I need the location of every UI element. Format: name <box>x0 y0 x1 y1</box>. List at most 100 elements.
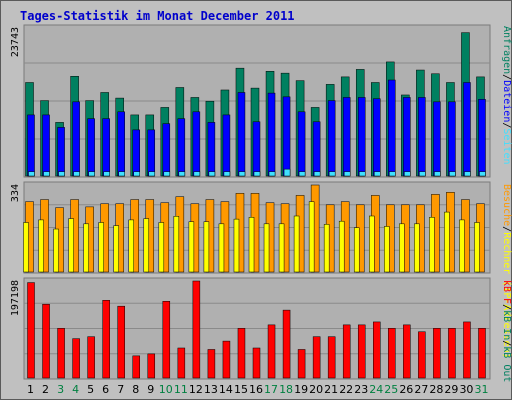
bar-dateien <box>57 127 65 177</box>
bar-kb-f <box>433 328 441 379</box>
bar-seiten <box>163 171 171 177</box>
bar-seiten <box>73 171 80 177</box>
bar-seiten <box>133 171 140 177</box>
bar-seiten <box>103 171 110 177</box>
bar-seiten <box>343 171 351 177</box>
bar-kb-f <box>102 300 110 379</box>
bar-seiten <box>434 171 441 177</box>
bar-seiten <box>43 171 50 177</box>
bar-rechner <box>53 228 59 273</box>
bar-rechner <box>338 220 345 273</box>
bar-seiten <box>479 171 486 177</box>
bar-rechner <box>444 211 450 273</box>
x-tick-label: 28 <box>429 383 443 396</box>
bar-dateien <box>342 97 351 177</box>
bar-rechner <box>38 219 44 273</box>
x-tick-label: 29 <box>444 383 458 396</box>
bar-seiten <box>298 171 306 177</box>
bar-seiten <box>389 171 396 177</box>
x-tick-label: 21 <box>324 383 338 396</box>
x-tick-label: 18 <box>279 383 293 396</box>
bar-dateien <box>252 121 261 177</box>
x-tick-label: 24 <box>369 383 383 396</box>
bar-seiten <box>313 171 321 177</box>
bar-seiten <box>404 171 411 177</box>
bar-rechner <box>83 223 89 273</box>
bar-kb-f <box>388 328 396 379</box>
bar-seiten <box>268 171 276 177</box>
bar-kb-f <box>373 321 381 379</box>
legend-entry: / <box>501 74 512 80</box>
x-tick-label: 14 <box>219 383 233 396</box>
bar-rechner <box>384 226 390 273</box>
bar-dateien <box>463 82 471 177</box>
panel-top-ymax-label: 23743 <box>10 27 21 57</box>
bar-rechner <box>113 225 119 273</box>
x-tick-label: 25 <box>384 383 398 396</box>
bar-dateien <box>312 121 321 177</box>
bar-rechner <box>353 227 360 273</box>
x-tick-label: 20 <box>309 383 323 396</box>
legend-entry: / <box>501 122 512 128</box>
bar-rechner <box>23 222 29 273</box>
bar-dateien <box>388 79 396 177</box>
bar-seiten <box>58 171 65 177</box>
bar-dateien <box>448 101 456 177</box>
bar-rechner <box>474 222 480 273</box>
bar-seiten <box>118 171 125 177</box>
bar-dateien <box>177 118 186 177</box>
bar-seiten <box>28 171 35 177</box>
bar-dateien <box>222 114 231 177</box>
bar-seiten <box>148 171 156 177</box>
legend-entry: kB Out <box>501 346 512 382</box>
legend-entry: Seiten <box>501 128 512 164</box>
legend-entry: / <box>501 226 512 232</box>
x-tick-label: 26 <box>399 383 413 396</box>
bar-kb-f <box>267 324 276 379</box>
bar-seiten <box>464 171 471 177</box>
bar-kb-f <box>162 301 171 379</box>
bar-rechner <box>143 218 150 273</box>
bar-rechner <box>98 222 104 273</box>
x-tick-label: 15 <box>234 383 248 396</box>
bar-dateien <box>87 118 95 177</box>
bar-rechner <box>158 222 165 273</box>
x-tick-label: 27 <box>414 383 428 396</box>
bar-kb-f <box>192 280 201 379</box>
bar-seiten <box>223 171 231 177</box>
bar-seiten <box>193 171 201 177</box>
bar-dateien <box>282 96 291 177</box>
x-tick-label: 31 <box>474 383 488 396</box>
panel-middle-ymax-label: 334 <box>10 184 21 202</box>
legend-entry: / <box>501 340 512 346</box>
bar-dateien <box>42 114 50 177</box>
bar-kb-f <box>147 353 156 379</box>
bar-kb-f <box>403 324 411 379</box>
bar-seiten <box>88 171 95 177</box>
panel-bottom-ymax-label: 197198 <box>10 280 21 316</box>
bar-kb-f <box>418 331 426 379</box>
bar-dateien <box>132 129 140 177</box>
x-axis-labels: 1 2 3 4 5 6 7 8 9 10 11 12 13 14 15 16 17 18 19 20 21 22 23 24 2… <box>27 383 488 396</box>
panel-bottom-legend: kB F/kB In/kB Out <box>501 280 512 382</box>
bar-kb-f <box>478 328 486 379</box>
bar-dateien <box>327 100 336 177</box>
x-tick-label: 2 <box>42 383 49 396</box>
bar-kb-f <box>297 349 306 379</box>
bar-seiten <box>238 171 246 177</box>
bar-kb-f <box>72 338 80 379</box>
bar-kb-f <box>357 324 366 379</box>
panel-top-legend: Anfragen/Dateien/Seiten <box>501 26 512 165</box>
bar-dateien <box>147 129 156 177</box>
bar-dateien <box>27 114 35 177</box>
bar-rechner <box>308 201 315 273</box>
bar-rechner <box>429 217 435 273</box>
bar-rechner <box>459 219 465 273</box>
bar-rechner <box>68 218 74 273</box>
bar-rechner <box>399 223 405 273</box>
panel-top: 23743 Anfragen/Dateien/Seiten <box>10 24 512 178</box>
bar-dateien <box>357 97 366 177</box>
x-tick-label: 23 <box>354 383 368 396</box>
bar-dateien <box>403 97 411 177</box>
